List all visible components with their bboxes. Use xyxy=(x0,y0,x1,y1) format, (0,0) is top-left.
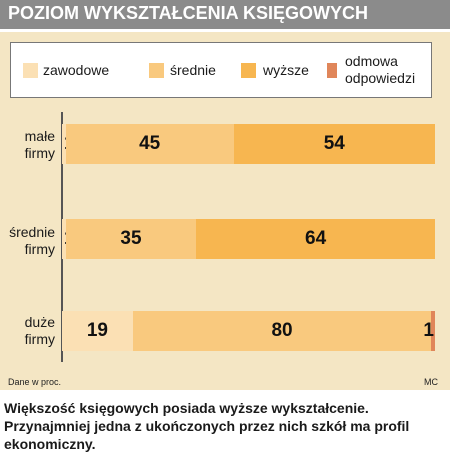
data-label-wyzsze: 54 xyxy=(323,133,345,154)
bar-male-firmy: 14554 xyxy=(62,124,435,164)
caption: Większość księgowych posiada wyższe wyks… xyxy=(4,400,410,452)
chart-title: POZIOM WYKSZTAŁCENIA KSIĘGOWYCH xyxy=(8,3,368,23)
legend-swatch-zawodowe xyxy=(23,63,38,78)
bar-segment-srednie xyxy=(65,124,234,164)
note-author: MC xyxy=(424,377,438,387)
legend-label-wyzsze: wyższe xyxy=(263,62,309,78)
bar-segment-odmowa xyxy=(431,311,435,351)
row-label-duze-firmy: duże firmy xyxy=(24,314,55,347)
note-units: Dane w proc. xyxy=(8,377,62,387)
data-label-srednie: 35 xyxy=(120,228,142,249)
legend-swatch-odmowa xyxy=(327,63,337,78)
bar-srednie-firmy: 13564 xyxy=(62,219,435,259)
title-bar: POZIOM WYKSZTAŁCENIA KSIĘGOWYCH xyxy=(0,0,450,29)
row-label-male-firmy: małe firmy xyxy=(24,128,55,161)
bar-segment-wyzsze xyxy=(196,219,435,259)
bar-segment-srednie xyxy=(65,219,197,259)
bar-segment-zawodowe xyxy=(62,124,66,164)
legend-swatch-wyzsze xyxy=(241,63,256,78)
data-label-wyzsze: 64 xyxy=(305,228,327,249)
data-label-srednie: 80 xyxy=(271,320,293,341)
bar-segment-srednie xyxy=(132,311,432,351)
legend-label-odmowa: odmowa odpowiedzi xyxy=(345,53,416,86)
row-label-srednie-firmy: średnie firmy xyxy=(9,224,55,257)
legend: zawodowe średnie wyższe odmowa odpowiedz… xyxy=(10,42,432,98)
bar-segment-wyzsze xyxy=(233,124,435,164)
bar-duze-firmy: 19 80 1 xyxy=(62,311,435,351)
legend-swatch-srednie xyxy=(149,63,164,78)
legend-label-srednie: średnie xyxy=(170,62,216,78)
data-label-srednie: 45 xyxy=(139,133,161,154)
bar-segment-zawodowe xyxy=(62,311,133,351)
bar-segment-zawodowe xyxy=(62,219,66,259)
data-label-odmowa: 1 xyxy=(423,320,434,341)
data-label-zawodowe: 19 xyxy=(86,320,108,341)
legend-label-zawodowe: zawodowe xyxy=(43,62,110,78)
